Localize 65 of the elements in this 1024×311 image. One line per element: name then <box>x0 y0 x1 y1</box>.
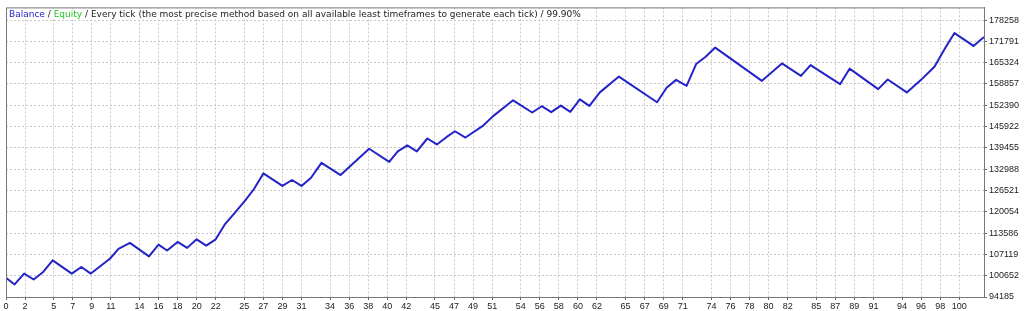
y-tick-label: 145922 <box>989 121 1020 132</box>
x-tick-label: 58 <box>553 300 564 311</box>
x-tick-label: 16 <box>153 300 164 311</box>
x-tick-label: 87 <box>830 300 841 311</box>
y-tick-label: 178258 <box>989 14 1020 25</box>
x-tick-label: 14 <box>134 300 145 311</box>
x-tick-label: 78 <box>744 300 755 311</box>
x-tick-label: 49 <box>468 300 479 311</box>
x-tick-label: 51 <box>487 300 498 311</box>
x-tick-label: 29 <box>277 300 288 311</box>
x-tick-label: 69 <box>658 300 669 311</box>
x-tick-label: 40 <box>382 300 393 311</box>
x-tick-label: 67 <box>639 300 650 311</box>
y-tick-label: 94185 <box>989 291 1015 302</box>
x-tick-label: 85 <box>811 300 822 311</box>
x-tick-label: 31 <box>296 300 307 311</box>
x-tick-label: 42 <box>401 300 412 311</box>
y-tick-label: 139455 <box>989 142 1020 153</box>
annotation: / <box>84 9 90 20</box>
x-tick-label: 82 <box>782 300 793 311</box>
y-tick-label: 107119 <box>989 248 1019 259</box>
y-tick-label: 165324 <box>989 57 1020 68</box>
x-tick-label: 65 <box>620 300 631 311</box>
annotation: / <box>46 9 52 20</box>
x-tick-label: 34 <box>325 300 336 311</box>
y-tick-label: 100652 <box>989 270 1020 281</box>
x-tick-label: 91 <box>868 300 879 311</box>
x-tick-label: 76 <box>725 300 736 311</box>
x-tick-label: 60 <box>572 300 583 311</box>
x-tick-label: 62 <box>591 300 602 311</box>
x-tick-label: 89 <box>849 300 860 311</box>
y-tick-label: 152390 <box>989 99 1020 110</box>
y-tick-label: 132988 <box>989 163 1020 174</box>
x-tick-label: 7 <box>70 300 76 311</box>
x-tick-label: 45 <box>429 300 440 311</box>
x-tick-label: 5 <box>51 300 57 311</box>
x-tick-label: 80 <box>763 300 774 311</box>
x-tick-label: 18 <box>172 300 183 311</box>
y-tick-label: 126521 <box>989 184 1020 195</box>
x-tick-label: 56 <box>534 300 545 311</box>
x-tick-label: 100 <box>951 300 967 311</box>
y-tick-label: 158857 <box>989 78 1020 89</box>
x-tick-label: 2 <box>22 300 28 311</box>
x-tick-label: 98 <box>935 300 946 311</box>
x-tick-label: 25 <box>239 300 250 311</box>
chart-title: Every tick (the most precise method based on all available least timeframes to generate each tick) / 99.90% <box>90 9 581 20</box>
y-tick-label: 171791 <box>989 35 1020 46</box>
x-tick-label: 22 <box>210 300 221 311</box>
x-tick-label: 71 <box>677 300 688 311</box>
y-tick-label: 120054 <box>989 206 1020 217</box>
x-tick-label: 94 <box>897 300 908 311</box>
x-tick-label: 20 <box>191 300 202 311</box>
x-tick-label: 11 <box>106 300 116 311</box>
x-tick-label: 96 <box>916 300 927 311</box>
legend-label: Equity <box>53 9 83 20</box>
text: Balance <box>9 9 45 20</box>
x-tick-label: 54 <box>515 300 526 311</box>
x-tick-label: 27 <box>258 300 269 311</box>
y-tick-label: 113586 <box>989 227 1019 238</box>
x-tick-label: 47 <box>449 300 460 311</box>
x-tick-label: 0 <box>3 300 9 311</box>
x-tick-label: 9 <box>89 300 95 311</box>
x-tick-label: 38 <box>363 300 374 311</box>
x-tick-label: 74 <box>706 300 717 311</box>
x-tick-label: 36 <box>344 300 355 311</box>
